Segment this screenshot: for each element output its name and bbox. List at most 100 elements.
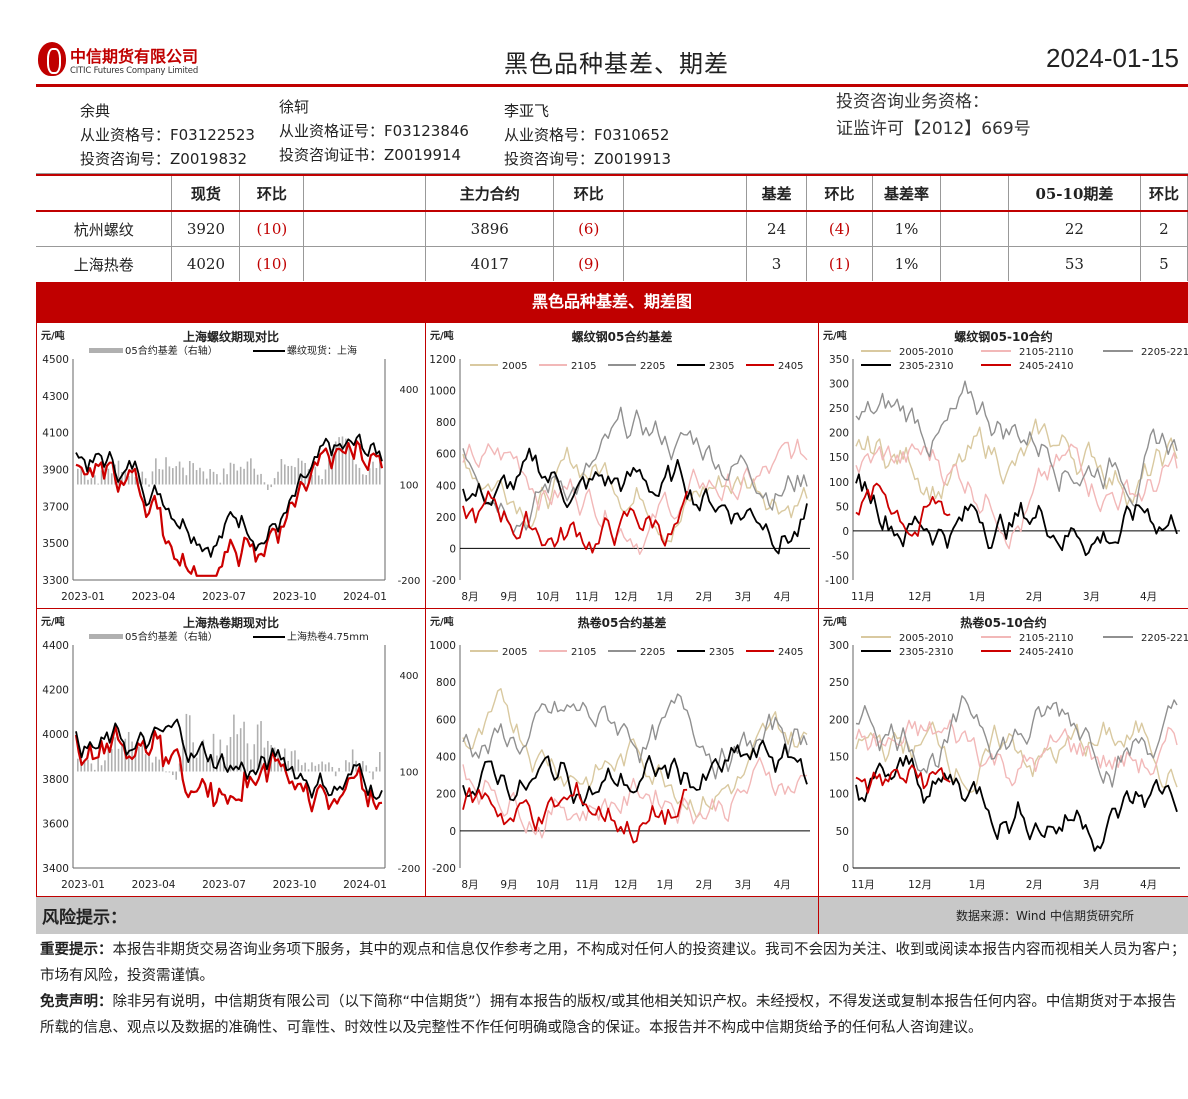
spot-price-line [75,433,383,558]
y-axis-unit: 元/吨 [430,615,454,628]
x-tick-label: 2023-01 [61,879,105,891]
basis-bar [233,714,235,772]
disclaimer-note: 免责声明：除非另有说明，中信期货有限公司（以下简称“中信期货”）拥有本报告的版权… [40,989,1188,1041]
basis-bar [195,757,198,772]
chart-section-title: 黑色品种基差、期差图 [36,282,1188,322]
series-line-2305 [855,473,1178,557]
basis-bar [93,475,96,485]
series-line-2105 [855,443,1178,550]
x-tick-label: 4月 [1140,591,1157,603]
x-tick-label: 2023-10 [273,879,317,891]
table-header [36,174,173,212]
basis-bar [263,482,266,485]
basis-bar [236,734,239,772]
basis-bar [165,771,167,773]
basis-bar [294,750,296,772]
analyst-2: 徐轲 从业资格证号：F03123846 投资咨询证书：Z0019914 [279,95,469,167]
legend-label: 2005 [502,361,527,372]
table-cell: (10) [239,211,305,247]
legend-label: 2005 [502,647,527,658]
analyst-license: 从业资格号：F03122523 [80,126,255,144]
qualification-license: 证监许可【2012】669号 [836,119,1031,139]
y-tick-label: 3900 [42,465,69,477]
legend-label: 2105 [571,361,596,372]
x-tick-label: 11月 [851,879,875,891]
basis-bar [90,478,93,485]
basis-bar [158,759,161,772]
legend-label: 2405-2410 [1019,361,1074,372]
table-cell: 53 [1008,246,1141,281]
y-tick-label: 100 [829,477,849,489]
y-tick-label: 3500 [42,538,69,550]
basis-bar [307,469,310,485]
basis-bar [280,458,283,485]
basis-bar [155,756,157,772]
x-tick-label: 3月 [735,879,752,891]
basis-bar [372,771,374,780]
basis-bar [97,756,99,772]
basis-bar [314,765,317,772]
basis-bar [345,760,347,772]
x-tick-label: 12月 [614,879,638,891]
basis-bar [202,471,205,485]
y-tick-label: 0 [449,543,456,555]
legend-label: 2405 [778,647,803,658]
legend-label: 2305-2310 [899,361,954,372]
basis-bar [93,769,96,772]
table-cell [940,211,1009,247]
basis-bar [362,761,364,772]
legend-label: 2105-2110 [1019,633,1074,644]
table-header: 05-10期差 [1008,174,1141,212]
y-tick-label: -100 [825,575,849,587]
basis-bar [267,484,269,490]
basis-bar [148,752,150,772]
table-cell: 4020 [171,246,241,281]
y-tick-label: 3300 [42,575,69,587]
legend-label: 05合约基差（右轴） [125,344,218,357]
table-cell [303,211,427,247]
basis-bar [351,458,354,485]
x-tick-label: 8月 [461,591,478,603]
table-header: 环比 [239,174,305,212]
y-tick-label: 4100 [42,428,69,440]
basis-bar [205,761,208,772]
basis-bar [121,471,123,485]
basis-bar [256,474,259,485]
basis-bar [294,467,296,485]
table-header: 基差 [746,174,808,212]
basis-bar [311,762,313,772]
analyst-name: 徐轲 [279,98,310,116]
basis-bar [300,460,303,485]
series-line-2305 [855,754,1178,852]
basis-bar [338,437,340,485]
data-source: 数据来源：Wind 中信期货研究所 [956,909,1134,923]
chart-panel: 元/吨 上海螺纹期现对比 4500 4300 4100 3900 3700 3500 3300 4… [36,322,426,609]
basis-bar [243,721,245,772]
basis-bar [287,466,289,485]
disclaimer-label: 免责声明： [40,994,113,1010]
x-tick-label: 2023-07 [202,591,246,603]
basis-bar [100,470,103,485]
table-cell: 3 [746,246,808,281]
table-cell [623,211,748,247]
basis-bar [222,468,225,485]
legend-label: 2105 [571,647,596,658]
basis-bar [131,469,133,485]
y-tick-label: 400 [436,480,456,492]
table-cell: 24 [746,211,808,247]
basis-bar [107,468,110,485]
basis-bar [199,467,201,485]
basis-bar [175,466,178,485]
legend-label: 螺纹现货：上海 [287,344,357,357]
basis-bar [209,754,211,772]
basis-bar [304,762,306,772]
basis-bar [297,759,300,772]
logo-chinese: 中信期货有限公司 [70,47,199,66]
basis-bar [250,759,252,772]
chart-panel: 元/吨 上海热卷期现对比 4400 4200 4000 3800 3600 3400 400 10… [36,608,426,897]
basis-bar [212,733,215,772]
basis-bar [260,721,262,772]
basis-bar [328,459,330,485]
series-line-2005 [855,720,1178,793]
